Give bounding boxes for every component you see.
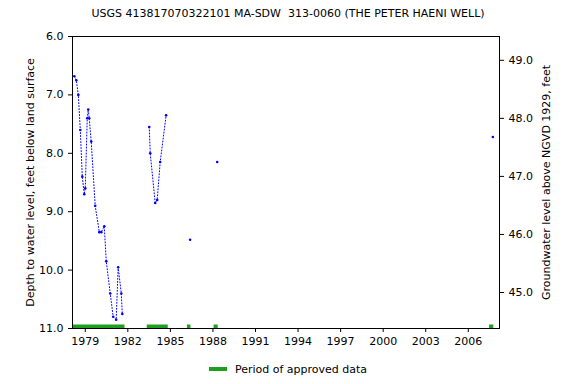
svg-text:9.0: 9.0 [46, 205, 64, 218]
svg-text:1985: 1985 [156, 335, 184, 348]
svg-text:10.0: 10.0 [39, 264, 64, 277]
svg-text:7.0: 7.0 [46, 88, 64, 101]
svg-text:1988: 1988 [199, 335, 227, 348]
html-text:USGS 413817070322101 MA-SDW 31: USGS 413817070322101 MA-SDW 313-0060 (TH… [91, 7, 485, 20]
svg-text:47.0: 47.0 [509, 170, 534, 183]
svg-text:1979: 1979 [71, 335, 99, 348]
svg-text:11.0: 11.0 [39, 322, 64, 335]
html-text:Period of approved data: Period of approved data [234, 362, 368, 376]
svg-text:8.0: 8.0 [46, 147, 64, 160]
svg-text:Depth to water level, feet bel: Depth to water level, feet below land su… [24, 58, 37, 307]
svg-text:1994: 1994 [284, 335, 312, 348]
svg-text:48.0: 48.0 [509, 112, 534, 125]
svg-text:1991: 1991 [242, 335, 270, 348]
svg-text:Groundwater level above NGVD 1: Groundwater level above NGVD 1929, feet [540, 64, 553, 300]
svg-text:2003: 2003 [412, 335, 440, 348]
svg-text:49.0: 49.0 [509, 54, 534, 67]
svg-text:1997: 1997 [327, 335, 355, 348]
svg-text:2006: 2006 [454, 335, 482, 348]
svg-text:46.0: 46.0 [509, 228, 534, 241]
svg-text:2000: 2000 [369, 335, 397, 348]
svg-text:45.0: 45.0 [509, 286, 534, 299]
svg-text:1982: 1982 [114, 335, 142, 348]
svg-text:6.0: 6.0 [46, 30, 64, 43]
